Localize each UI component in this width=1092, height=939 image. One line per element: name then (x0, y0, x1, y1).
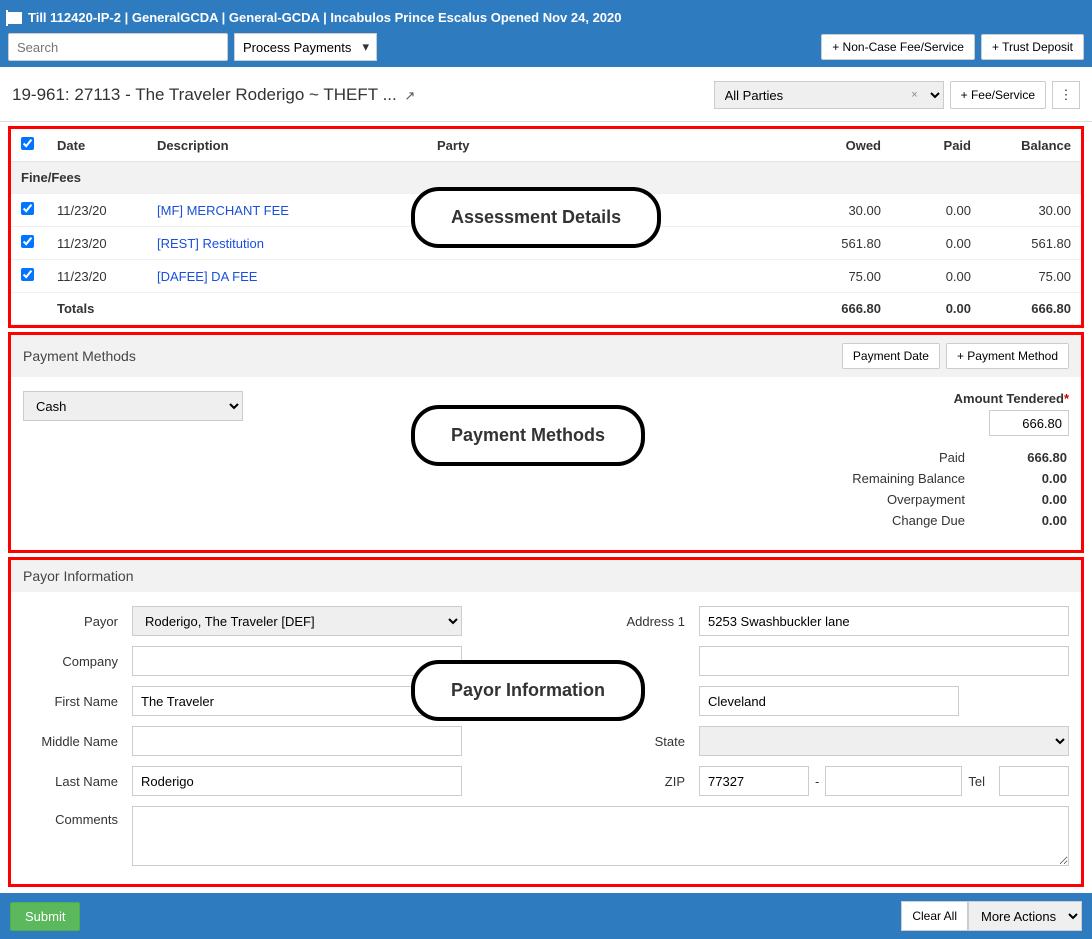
assessment-panel: Date Description Party Owed Paid Balance… (8, 126, 1084, 328)
payment-method-select[interactable]: Cash (23, 391, 243, 421)
col-paid: Paid (891, 129, 981, 162)
external-link-icon[interactable]: ↗ (404, 88, 415, 103)
first-name-label: First Name (23, 694, 118, 709)
col-balance: Balance (981, 129, 1081, 162)
select-all-checkbox[interactable] (21, 137, 34, 150)
fee-link[interactable]: [REST] Restitution (157, 236, 264, 251)
payment-summary: Paid666.80 Remaining Balance0.00 Overpay… (850, 446, 1069, 532)
col-party: Party (427, 129, 801, 162)
search-input[interactable] (8, 33, 228, 61)
add-payment-method-button[interactable]: + Payment Method (946, 343, 1069, 369)
zip-label: ZIP (605, 774, 685, 789)
col-date: Date (47, 129, 147, 162)
address1-label: Address 1 (605, 614, 685, 629)
payor-label: Payor (23, 614, 118, 629)
payor-panel: Payor Information Payor Roderigo, The Tr… (8, 557, 1084, 887)
fee-service-button[interactable]: + Fee/Service (950, 81, 1046, 109)
trust-deposit-button[interactable]: + Trust Deposit (981, 34, 1084, 60)
address2-input[interactable] (699, 646, 1069, 676)
breadcrumb-text: Till 112420-IP-2 | GeneralGCDA | General… (28, 10, 622, 25)
non-case-fee-button[interactable]: + Non-Case Fee/Service (821, 34, 975, 60)
payor-callout: Payor Information (411, 660, 645, 721)
row-checkbox[interactable] (21, 202, 34, 215)
fee-link[interactable]: [DAFEE] DA FEE (157, 269, 257, 284)
city-input[interactable] (699, 686, 959, 716)
case-header: 19-961: 27113 - The Traveler Roderigo ~ … (0, 67, 1092, 122)
case-title: 19-961: 27113 - The Traveler Roderigo ~ … (12, 85, 397, 104)
parties-select[interactable]: All Parties (714, 81, 944, 109)
amount-tendered-label: Amount Tendered (954, 391, 1069, 406)
last-name-input[interactable] (132, 766, 462, 796)
table-row: 11/23/20 [DAFEE] DA FEE 75.00 0.00 75.00 (11, 260, 1081, 293)
payor-select[interactable]: Roderigo, The Traveler [DEF] (132, 606, 462, 636)
zip-ext-input[interactable] (825, 766, 962, 796)
flag-icon (8, 12, 22, 24)
company-input[interactable] (132, 646, 462, 676)
row-checkbox[interactable] (21, 235, 34, 248)
more-actions-select[interactable]: More Actions (968, 901, 1082, 931)
assessment-callout: Assessment Details (411, 187, 661, 248)
col-description: Description (147, 129, 427, 162)
payor-header: Payor Information (23, 568, 134, 584)
middle-name-label: Middle Name (23, 734, 118, 749)
payment-header: Payment Methods (23, 348, 136, 364)
breadcrumb: Till 112420-IP-2 | GeneralGCDA | General… (8, 6, 1084, 33)
submit-button[interactable]: Submit (10, 902, 80, 931)
comments-label: Comments (23, 806, 118, 827)
top-bar: Till 112420-IP-2 | GeneralGCDA | General… (0, 0, 1092, 67)
company-label: Company (23, 654, 118, 669)
totals-row: Totals 666.80 0.00 666.80 (11, 293, 1081, 325)
tel-input[interactable] (999, 766, 1069, 796)
clear-all-button[interactable]: Clear All (901, 901, 968, 931)
col-owed: Owed (801, 129, 891, 162)
payment-callout: Payment Methods (411, 405, 645, 466)
middle-name-input[interactable] (132, 726, 462, 756)
address1-input[interactable] (699, 606, 1069, 636)
comments-input[interactable] (132, 806, 1069, 866)
row-checkbox[interactable] (21, 268, 34, 281)
clear-parties-icon[interactable]: × (911, 89, 917, 101)
process-payments-select[interactable]: Process Payments (234, 33, 377, 61)
state-select[interactable] (699, 726, 1069, 756)
fee-link[interactable]: [MF] MERCHANT FEE (157, 203, 289, 218)
payment-date-button[interactable]: Payment Date (842, 343, 940, 369)
amount-tendered-input[interactable] (989, 410, 1069, 436)
last-name-label: Last Name (23, 774, 118, 789)
bottom-bar: Submit Clear All More Actions (0, 893, 1092, 939)
kebab-menu-icon[interactable]: ⋮ (1052, 81, 1080, 109)
state-label: State (605, 734, 685, 749)
payment-panel: Payment Methods Payment Date + Payment M… (8, 332, 1084, 553)
zip-input[interactable] (699, 766, 809, 796)
tel-label: Tel (968, 774, 985, 789)
